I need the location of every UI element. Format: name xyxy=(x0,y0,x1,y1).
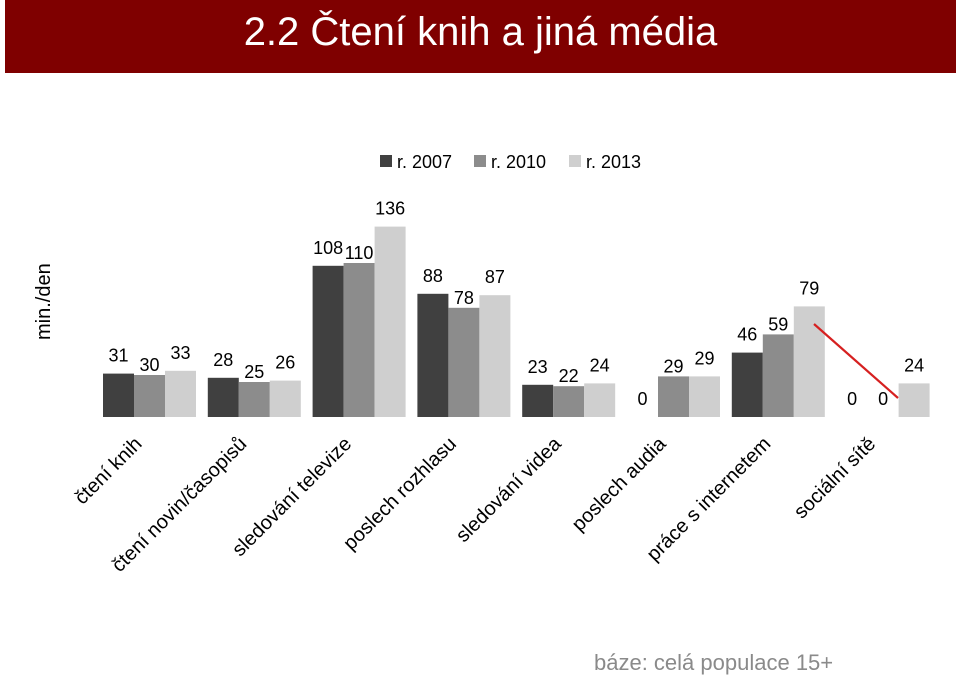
bar-0-0 xyxy=(103,373,134,417)
bar-3-2 xyxy=(479,295,511,417)
category-label-0: čtení knih xyxy=(70,433,146,509)
legend-label-0: r. 2007 xyxy=(397,152,452,172)
bar-0-1 xyxy=(134,375,165,417)
value-label-1-1: 25 xyxy=(244,362,264,382)
legend: r. 2007 r. 2010 r. 2013 xyxy=(380,152,641,172)
bar-4-0 xyxy=(522,384,554,417)
bar-6-0 xyxy=(731,352,763,417)
value-label-1-0: 28 xyxy=(213,350,233,370)
value-label-5-0: 0 xyxy=(637,389,647,409)
bar-0-2 xyxy=(165,370,196,417)
bars xyxy=(103,226,930,417)
category-label-3: poslech rozhlasu xyxy=(339,433,461,555)
value-label-5-2: 29 xyxy=(694,348,714,368)
value-label-3-2: 87 xyxy=(485,267,505,287)
bar-7-2 xyxy=(898,383,930,417)
legend-swatch-1 xyxy=(474,155,486,167)
value-label-0-2: 33 xyxy=(170,343,190,363)
value-label-7-2: 24 xyxy=(904,355,924,375)
bar-2-1 xyxy=(343,263,375,417)
annotation-line xyxy=(813,323,899,399)
bar-2-2 xyxy=(374,226,406,417)
legend-swatch-2 xyxy=(569,155,581,167)
value-label-7-0: 0 xyxy=(847,389,857,409)
value-label-5-1: 29 xyxy=(663,356,683,376)
bar-4-1 xyxy=(553,386,585,417)
legend-label-2: r. 2013 xyxy=(586,152,641,172)
bar-4-2 xyxy=(584,383,616,417)
value-label-2-0: 108 xyxy=(313,238,343,258)
value-label-0-0: 31 xyxy=(108,346,128,366)
value-label-2-2: 136 xyxy=(375,199,405,219)
bar-1-2 xyxy=(269,380,301,417)
bar-5-2 xyxy=(689,376,720,417)
category-label-4: sledování videa xyxy=(452,432,566,546)
value-label-7-1: 0 xyxy=(878,389,888,409)
value-label-4-2: 24 xyxy=(590,355,610,375)
value-label-3-0: 88 xyxy=(423,266,443,286)
value-label-6-1: 59 xyxy=(768,314,788,334)
value-label-4-1: 22 xyxy=(559,366,579,386)
category-label-5: poslech audia xyxy=(568,432,671,535)
legend-swatch-0 xyxy=(380,155,392,167)
value-label-3-1: 78 xyxy=(454,288,474,308)
bar-6-1 xyxy=(762,334,794,417)
title-bar: 2.2 Čtení knih a jiná média xyxy=(5,0,956,73)
bar-1-0 xyxy=(207,377,239,417)
value-label-4-0: 23 xyxy=(528,357,548,377)
page-title: 2.2 Čtení knih a jiná média xyxy=(243,10,718,54)
bar-3-0 xyxy=(417,293,449,417)
category-label-7: sociální sítě xyxy=(790,433,880,523)
bar-3-1 xyxy=(448,307,480,417)
legend-label-1: r. 2010 xyxy=(491,152,546,172)
value-label-0-1: 30 xyxy=(139,355,159,375)
value-label-2-1: 110 xyxy=(345,243,374,263)
bar-6-2 xyxy=(793,306,825,417)
value-label-6-0: 46 xyxy=(737,325,757,345)
footer-note: báze: celá populace 15+ xyxy=(594,650,834,675)
bar-5-1 xyxy=(658,376,689,417)
bar-2-0 xyxy=(312,265,344,417)
bar-1-1 xyxy=(238,382,270,417)
y-axis-label: min./den xyxy=(33,263,55,340)
value-labels: 31 30 33 28 25 26 108 110 136 88 78 87 23 22 24 0 29 29 46… xyxy=(108,199,924,409)
value-label-6-2: 79 xyxy=(799,278,819,298)
value-label-1-2: 26 xyxy=(275,353,295,373)
